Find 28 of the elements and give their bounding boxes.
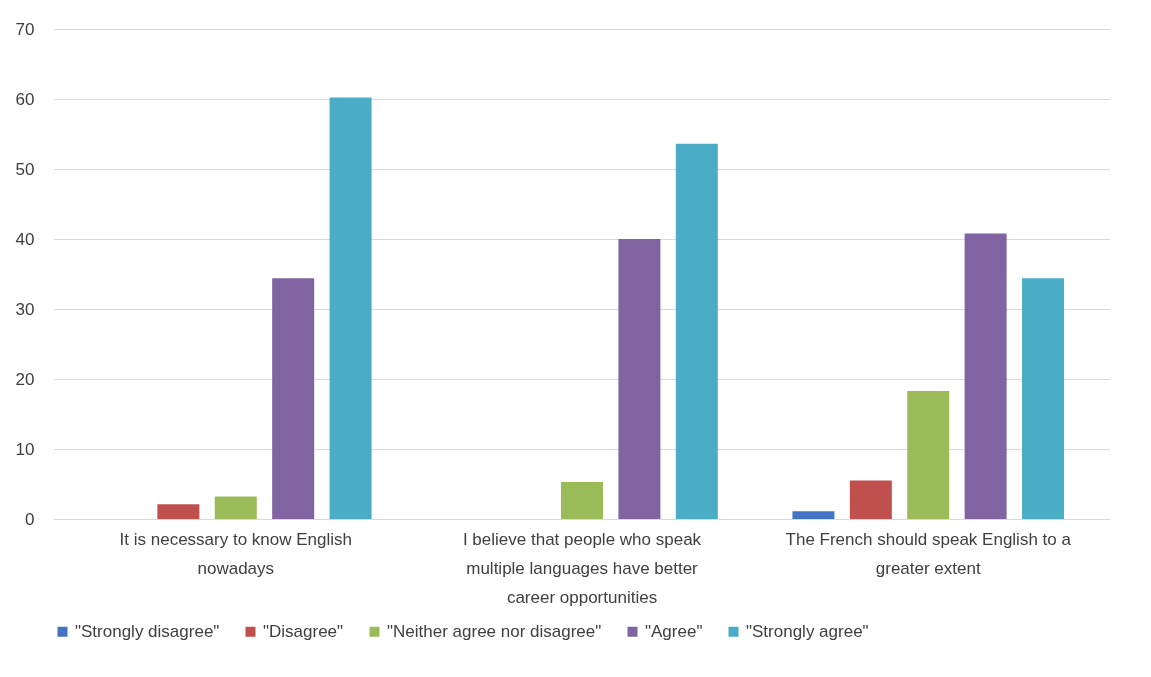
y-tick-label: 40 (15, 229, 35, 249)
y-tick-label: 60 (15, 89, 35, 109)
x-tick-label: The French should speak English to a greater extent (785, 529, 1072, 578)
x-tick-label: I believe that people who speak multiple languages have better career opportunities (462, 529, 702, 607)
y-tick-label: 30 (15, 299, 35, 319)
legend-label: "Agree" (645, 621, 703, 641)
legend-label: "Neither agree nor disagree" (387, 621, 602, 641)
y-tick-label: 50 (15, 159, 35, 179)
legend-label: "Disagree" (263, 621, 344, 641)
y-tick-label: 10 (15, 439, 35, 459)
bar (272, 278, 315, 519)
bar (618, 239, 661, 519)
y-tick-label: 70 (15, 19, 35, 39)
bar (675, 143, 718, 519)
bar (214, 496, 257, 519)
bar (329, 97, 372, 519)
bar (792, 511, 835, 519)
bar (157, 504, 200, 519)
y-tick-label: 0 (25, 509, 35, 529)
x-tick-label: It is necessary to know English nowadays (119, 529, 352, 578)
y-tick-label: 20 (15, 369, 35, 389)
bar (561, 481, 603, 519)
legend-label: "Strongly disagree" (75, 621, 220, 641)
bar (964, 233, 1007, 519)
bar (1022, 278, 1065, 519)
bar (849, 480, 892, 519)
bar (907, 390, 950, 519)
legend-label: "Strongly agree" (746, 621, 869, 641)
